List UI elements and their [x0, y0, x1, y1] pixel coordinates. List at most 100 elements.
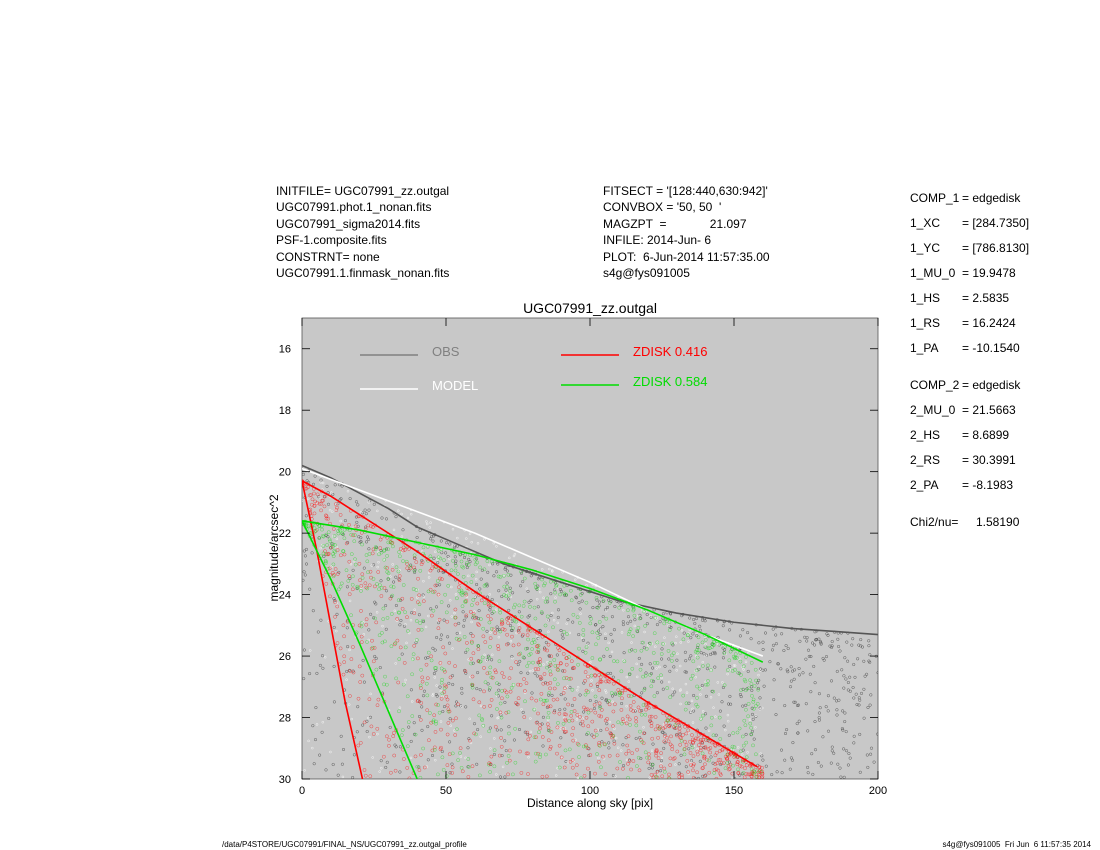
model-point: [709, 696, 713, 699]
zdisk1-point: [445, 763, 450, 767]
zdisk1-point: [391, 734, 396, 739]
zdisk1-point: [508, 748, 512, 753]
model-point: [529, 730, 533, 734]
obs-point: [752, 737, 756, 741]
model-point: [732, 664, 736, 667]
zdisk1-point: [326, 516, 331, 521]
model-point: [397, 509, 400, 512]
zdisk1-point: [402, 661, 407, 665]
zdisk2-point: [532, 707, 537, 712]
zdisk1-point: [627, 759, 632, 763]
zdisk1-point: [684, 731, 689, 736]
zdisk2-point: [460, 604, 465, 609]
zdisk2-point: [521, 604, 526, 608]
obs-point: [426, 725, 430, 729]
zdisk2-point: [331, 552, 335, 556]
zdisk2-point: [749, 661, 754, 665]
obs-point: [758, 667, 763, 671]
x-tick-label: 150: [725, 785, 743, 797]
zdisk1-point: [653, 715, 658, 719]
zdisk1-point: [678, 742, 683, 747]
header-initfile: INITFILE= UGC07991_zz.outgal: [276, 184, 450, 198]
zdisk1-point: [396, 680, 401, 685]
zdisk1-point: [597, 701, 602, 706]
zdisk1-point: [347, 559, 352, 564]
zdisk2-point: [389, 612, 394, 616]
zdisk1-point: [620, 688, 625, 693]
zdisk1-point: [471, 697, 476, 702]
obs-point: [772, 678, 776, 682]
y-tick-label: 20: [279, 467, 291, 479]
obs-point: [720, 700, 724, 704]
obs-point: [320, 730, 324, 734]
model-point: [754, 726, 757, 729]
zdisk2-point: [370, 645, 375, 650]
zdisk1-point: [418, 718, 423, 722]
zdisk1-point: [471, 611, 476, 616]
obs-point: [435, 635, 439, 640]
zdisk2-point: [749, 682, 754, 686]
zdisk2-point: [410, 672, 414, 677]
obs-point: [420, 728, 424, 732]
obs-point: [467, 557, 471, 561]
obs-point: [578, 607, 582, 611]
zdisk1-point: [625, 743, 630, 748]
zdisk1-point: [443, 651, 448, 656]
zdisk1-point: [606, 679, 610, 684]
model-point: [636, 614, 640, 618]
obs-point: [578, 693, 582, 697]
model-point: [625, 704, 628, 708]
zdisk1-point: [319, 508, 323, 513]
zdisk2-point: [518, 651, 523, 656]
obs-point: [563, 697, 567, 701]
zdisk1-point: [360, 673, 365, 678]
model-point: [370, 564, 374, 567]
zdisk2-point: [642, 609, 646, 614]
param-key: 1_PA: [910, 341, 939, 355]
zdisk2-point: [431, 719, 436, 724]
zdisk1-point: [382, 586, 387, 590]
zdisk2-point: [586, 731, 590, 735]
zdisk1-point: [429, 654, 434, 659]
obs-point: [651, 742, 655, 746]
obs-point: [421, 620, 425, 624]
zdisk2-point: [324, 532, 329, 537]
model-point: [607, 641, 610, 645]
zdisk1-point: [642, 731, 646, 736]
model-point: [566, 685, 569, 688]
zdisk2-point: [462, 635, 467, 639]
obs-point: [761, 758, 765, 762]
zdisk2-point: [732, 656, 737, 661]
zdisk2-point: [349, 532, 354, 537]
zdisk1-point: [395, 638, 400, 643]
obs-point: [311, 482, 316, 486]
obs-point: [355, 587, 359, 591]
zdisk2-point: [556, 721, 560, 725]
param-key: 1_RS: [910, 316, 941, 330]
model-point: [540, 568, 544, 571]
zdisk2-point: [360, 576, 365, 580]
model-point: [658, 665, 661, 669]
zdisk1-point: [569, 659, 574, 664]
model-point: [389, 575, 392, 578]
obs-point: [738, 692, 742, 697]
obs-point: [801, 671, 805, 675]
obs-point: [867, 639, 871, 643]
model-point: [680, 629, 684, 632]
zdisk1-point: [412, 643, 417, 648]
obs-point: [581, 649, 585, 653]
zdisk2-point: [327, 537, 332, 542]
obs-point: [519, 671, 523, 675]
model-point: [724, 728, 727, 732]
zdisk2-point: [505, 694, 510, 699]
zdisk1-point: [424, 662, 429, 667]
obs-point: [594, 623, 598, 627]
zdisk2-point: [417, 602, 422, 607]
zdisk2-point: [506, 593, 511, 598]
zdisk2-point: [443, 592, 447, 597]
obs-point: [750, 688, 754, 692]
zdisk2-point: [411, 587, 416, 591]
obs-point: [868, 703, 872, 707]
obs-point: [365, 729, 369, 734]
zdisk2-point: [506, 710, 511, 714]
